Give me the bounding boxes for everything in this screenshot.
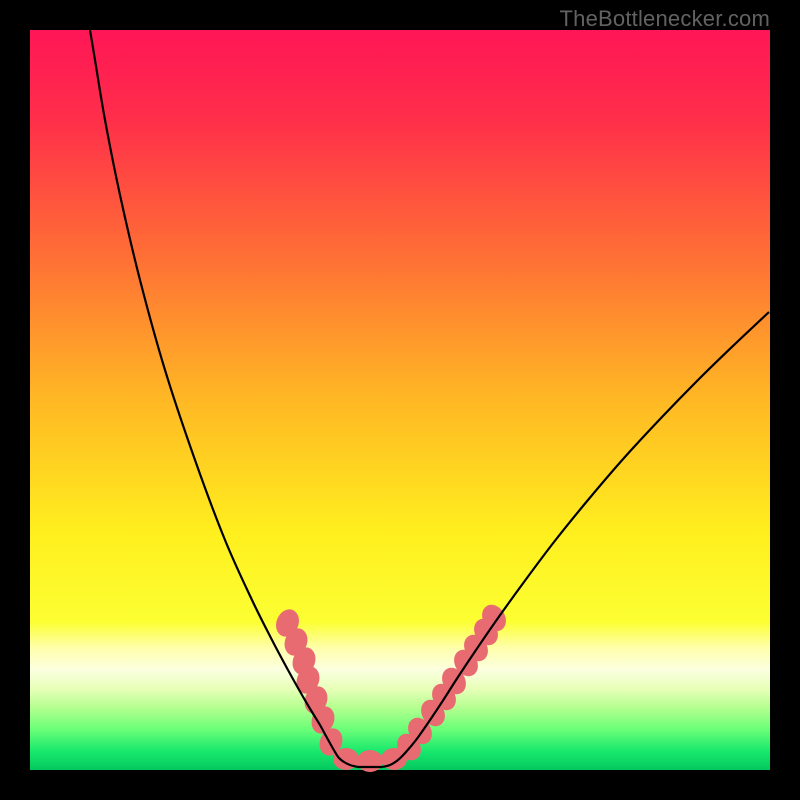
bead	[357, 750, 383, 772]
curve-overlay	[0, 0, 800, 800]
watermark-text: TheBottlenecker.com	[560, 6, 770, 32]
beads-bottom-group	[333, 748, 407, 772]
beads-left-group	[272, 606, 346, 759]
left-curve	[90, 30, 358, 767]
